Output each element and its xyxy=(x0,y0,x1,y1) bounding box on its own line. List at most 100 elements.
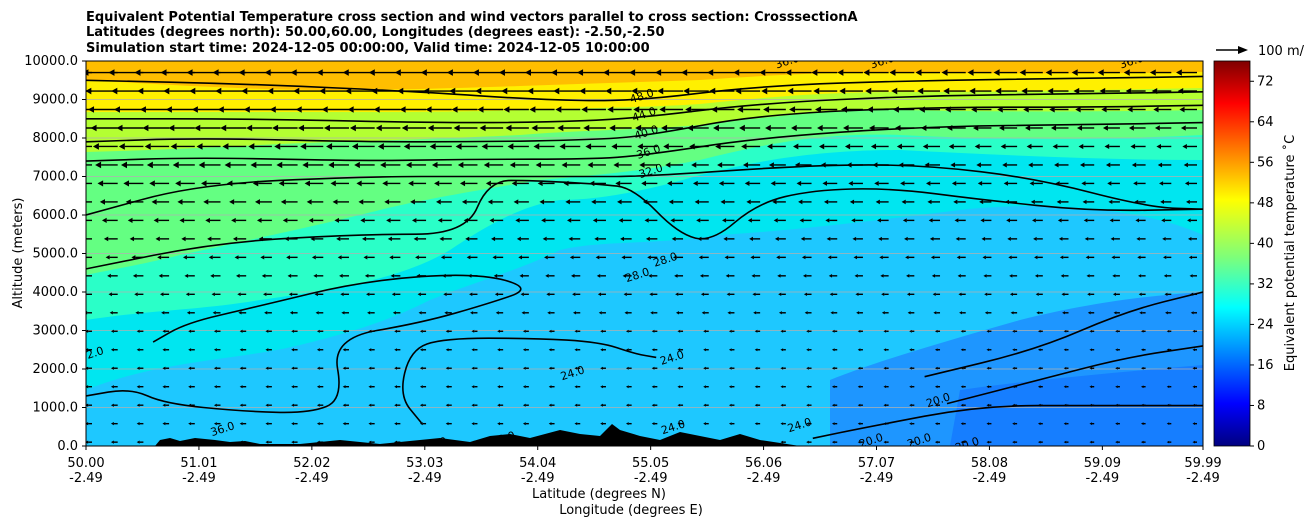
wind-vector-head xyxy=(136,403,140,407)
wind-vector-head xyxy=(904,236,908,241)
wind-vector-head xyxy=(340,292,344,297)
wind-vector-head xyxy=(891,87,898,95)
wind-vector-head xyxy=(95,161,102,169)
wind-vector-head xyxy=(960,440,964,444)
wind-vector-head xyxy=(1139,311,1143,315)
wind-vector-head xyxy=(522,366,526,370)
wind-vector xyxy=(208,255,221,260)
wind-vector xyxy=(419,385,427,389)
wind-vector-head xyxy=(485,180,491,187)
wind-vector xyxy=(289,311,298,315)
wind-vector-head xyxy=(960,385,964,389)
wind-vector xyxy=(1140,385,1146,389)
wind-vector xyxy=(394,440,401,444)
wind-vector-head xyxy=(545,273,549,278)
wind-vector-head xyxy=(291,440,295,444)
wind-vector xyxy=(928,218,941,223)
wind-vector-head xyxy=(207,236,212,242)
wind-vector-head xyxy=(677,366,681,370)
wind-vector xyxy=(213,422,221,426)
wind-vector xyxy=(986,348,992,352)
wind-vector xyxy=(213,366,221,370)
wind-vector-head xyxy=(1058,236,1063,241)
wind-vector-head xyxy=(413,236,418,242)
contour-line-20-7 xyxy=(946,345,1203,405)
wind-vector-head xyxy=(848,180,853,186)
wind-vector-head xyxy=(165,106,172,113)
wind-vector xyxy=(639,162,658,168)
wind-vector xyxy=(1187,236,1197,241)
wind-vector xyxy=(953,199,966,205)
wind-vector-head xyxy=(241,87,248,95)
wind-vector xyxy=(934,366,941,370)
wind-vector xyxy=(547,311,555,315)
wind-vector xyxy=(1071,69,1095,76)
wind-vector-head xyxy=(574,366,578,370)
wind-vector xyxy=(1089,348,1095,352)
wind-vector xyxy=(815,106,838,113)
wind-vector-head xyxy=(419,348,423,352)
wind-vector-head xyxy=(703,403,706,407)
wind-vector-head xyxy=(497,385,500,389)
wind-vector xyxy=(831,440,838,444)
wind-vector xyxy=(933,311,941,315)
wind-vector xyxy=(874,180,889,186)
x-tick-lon-6: -2.49 xyxy=(747,471,781,486)
wind-vector xyxy=(1112,292,1120,296)
wind-vector-head xyxy=(826,236,831,241)
wind-vector xyxy=(1062,311,1069,315)
wind-vector xyxy=(909,403,915,407)
wind-vector xyxy=(345,87,375,95)
wind-vector-head xyxy=(394,69,401,76)
wind-vector xyxy=(623,292,632,297)
wind-vector xyxy=(1047,87,1069,95)
wind-vector-head xyxy=(785,69,792,76)
wind-vector xyxy=(909,348,915,352)
wind-vector-head xyxy=(1115,366,1118,370)
wind-vector xyxy=(853,255,863,260)
wind-vector-head xyxy=(983,274,987,278)
wind-vector xyxy=(1140,348,1146,352)
wind-vector-head xyxy=(986,366,990,370)
wind-vector-head xyxy=(524,69,531,76)
wind-vector-head xyxy=(445,440,449,444)
wind-vector-head xyxy=(1037,366,1041,370)
wind-vector-head xyxy=(907,311,911,315)
wind-vector-head xyxy=(1033,236,1037,241)
wind-vector-head xyxy=(765,124,771,132)
wind-vector-head xyxy=(609,124,616,132)
wind-vector-head xyxy=(761,87,768,95)
wind-vector-head xyxy=(349,124,356,132)
x-axis: 50.00-2.4951.01-2.4952.02-2.4953.03-2.49… xyxy=(67,446,1222,486)
wind-vector xyxy=(387,236,401,242)
wind-vector xyxy=(161,311,170,315)
wind-vector-head xyxy=(437,217,443,223)
wind-vector-head xyxy=(773,218,778,223)
wind-vector-head xyxy=(445,422,449,426)
wind-vector xyxy=(881,292,889,297)
wind-vector xyxy=(1115,329,1120,333)
wind-vector xyxy=(683,87,709,95)
wind-vector-head xyxy=(213,385,217,389)
wind-vector-head xyxy=(1187,236,1192,241)
wind-vector-head xyxy=(535,161,542,168)
wind-vector-head xyxy=(466,255,471,260)
wind-vector xyxy=(298,124,324,132)
wind-vector xyxy=(717,162,735,168)
wind-vector-head xyxy=(802,274,807,278)
wind-vector xyxy=(88,106,118,113)
wind-vector-head xyxy=(621,255,626,260)
wind-vector-head xyxy=(958,292,962,296)
y-tick-label-0: 0.0 xyxy=(57,439,78,454)
wind-vector xyxy=(1140,440,1146,444)
wind-vector-head xyxy=(254,199,260,205)
wind-vector-head xyxy=(136,329,140,333)
wind-vector-head xyxy=(389,255,394,260)
wind-vector xyxy=(1110,236,1120,241)
wind-vector xyxy=(471,422,478,426)
wind-vector-head xyxy=(172,161,179,169)
wind-vector-head xyxy=(780,422,784,426)
wind-vector xyxy=(280,199,298,205)
wind-vector-head xyxy=(934,385,938,389)
wind-vector-head xyxy=(522,348,526,352)
